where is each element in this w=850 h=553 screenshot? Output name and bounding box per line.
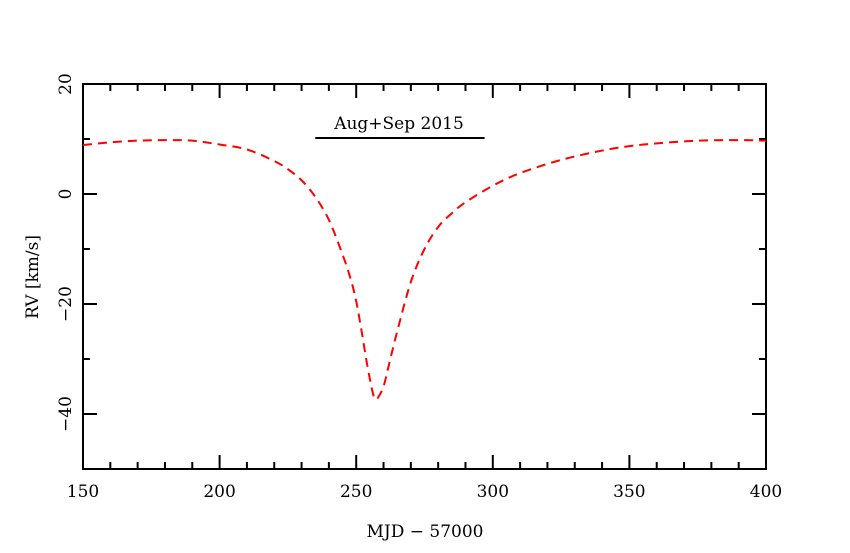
x-tick-label: 150 xyxy=(67,482,99,502)
plot-frame xyxy=(82,83,767,470)
x-axis-label: MJD − 57000 xyxy=(367,522,484,542)
x-tick-label: 400 xyxy=(750,482,782,502)
y-tick-label: −40 xyxy=(56,396,76,432)
y-tick-label: 0 xyxy=(56,189,76,200)
y-tick-label: 20 xyxy=(56,73,76,95)
y-tick-label: −20 xyxy=(56,286,76,322)
x-tick-label: 250 xyxy=(340,482,372,502)
x-tick-label: 300 xyxy=(477,482,509,502)
x-tick-label: 350 xyxy=(613,482,645,502)
rv-curve xyxy=(82,139,767,401)
y-axis-label: RV [km/s] xyxy=(23,235,43,319)
x-tick-label: 200 xyxy=(203,482,235,502)
annotation-label: Aug+Sep 2015 xyxy=(333,114,464,134)
